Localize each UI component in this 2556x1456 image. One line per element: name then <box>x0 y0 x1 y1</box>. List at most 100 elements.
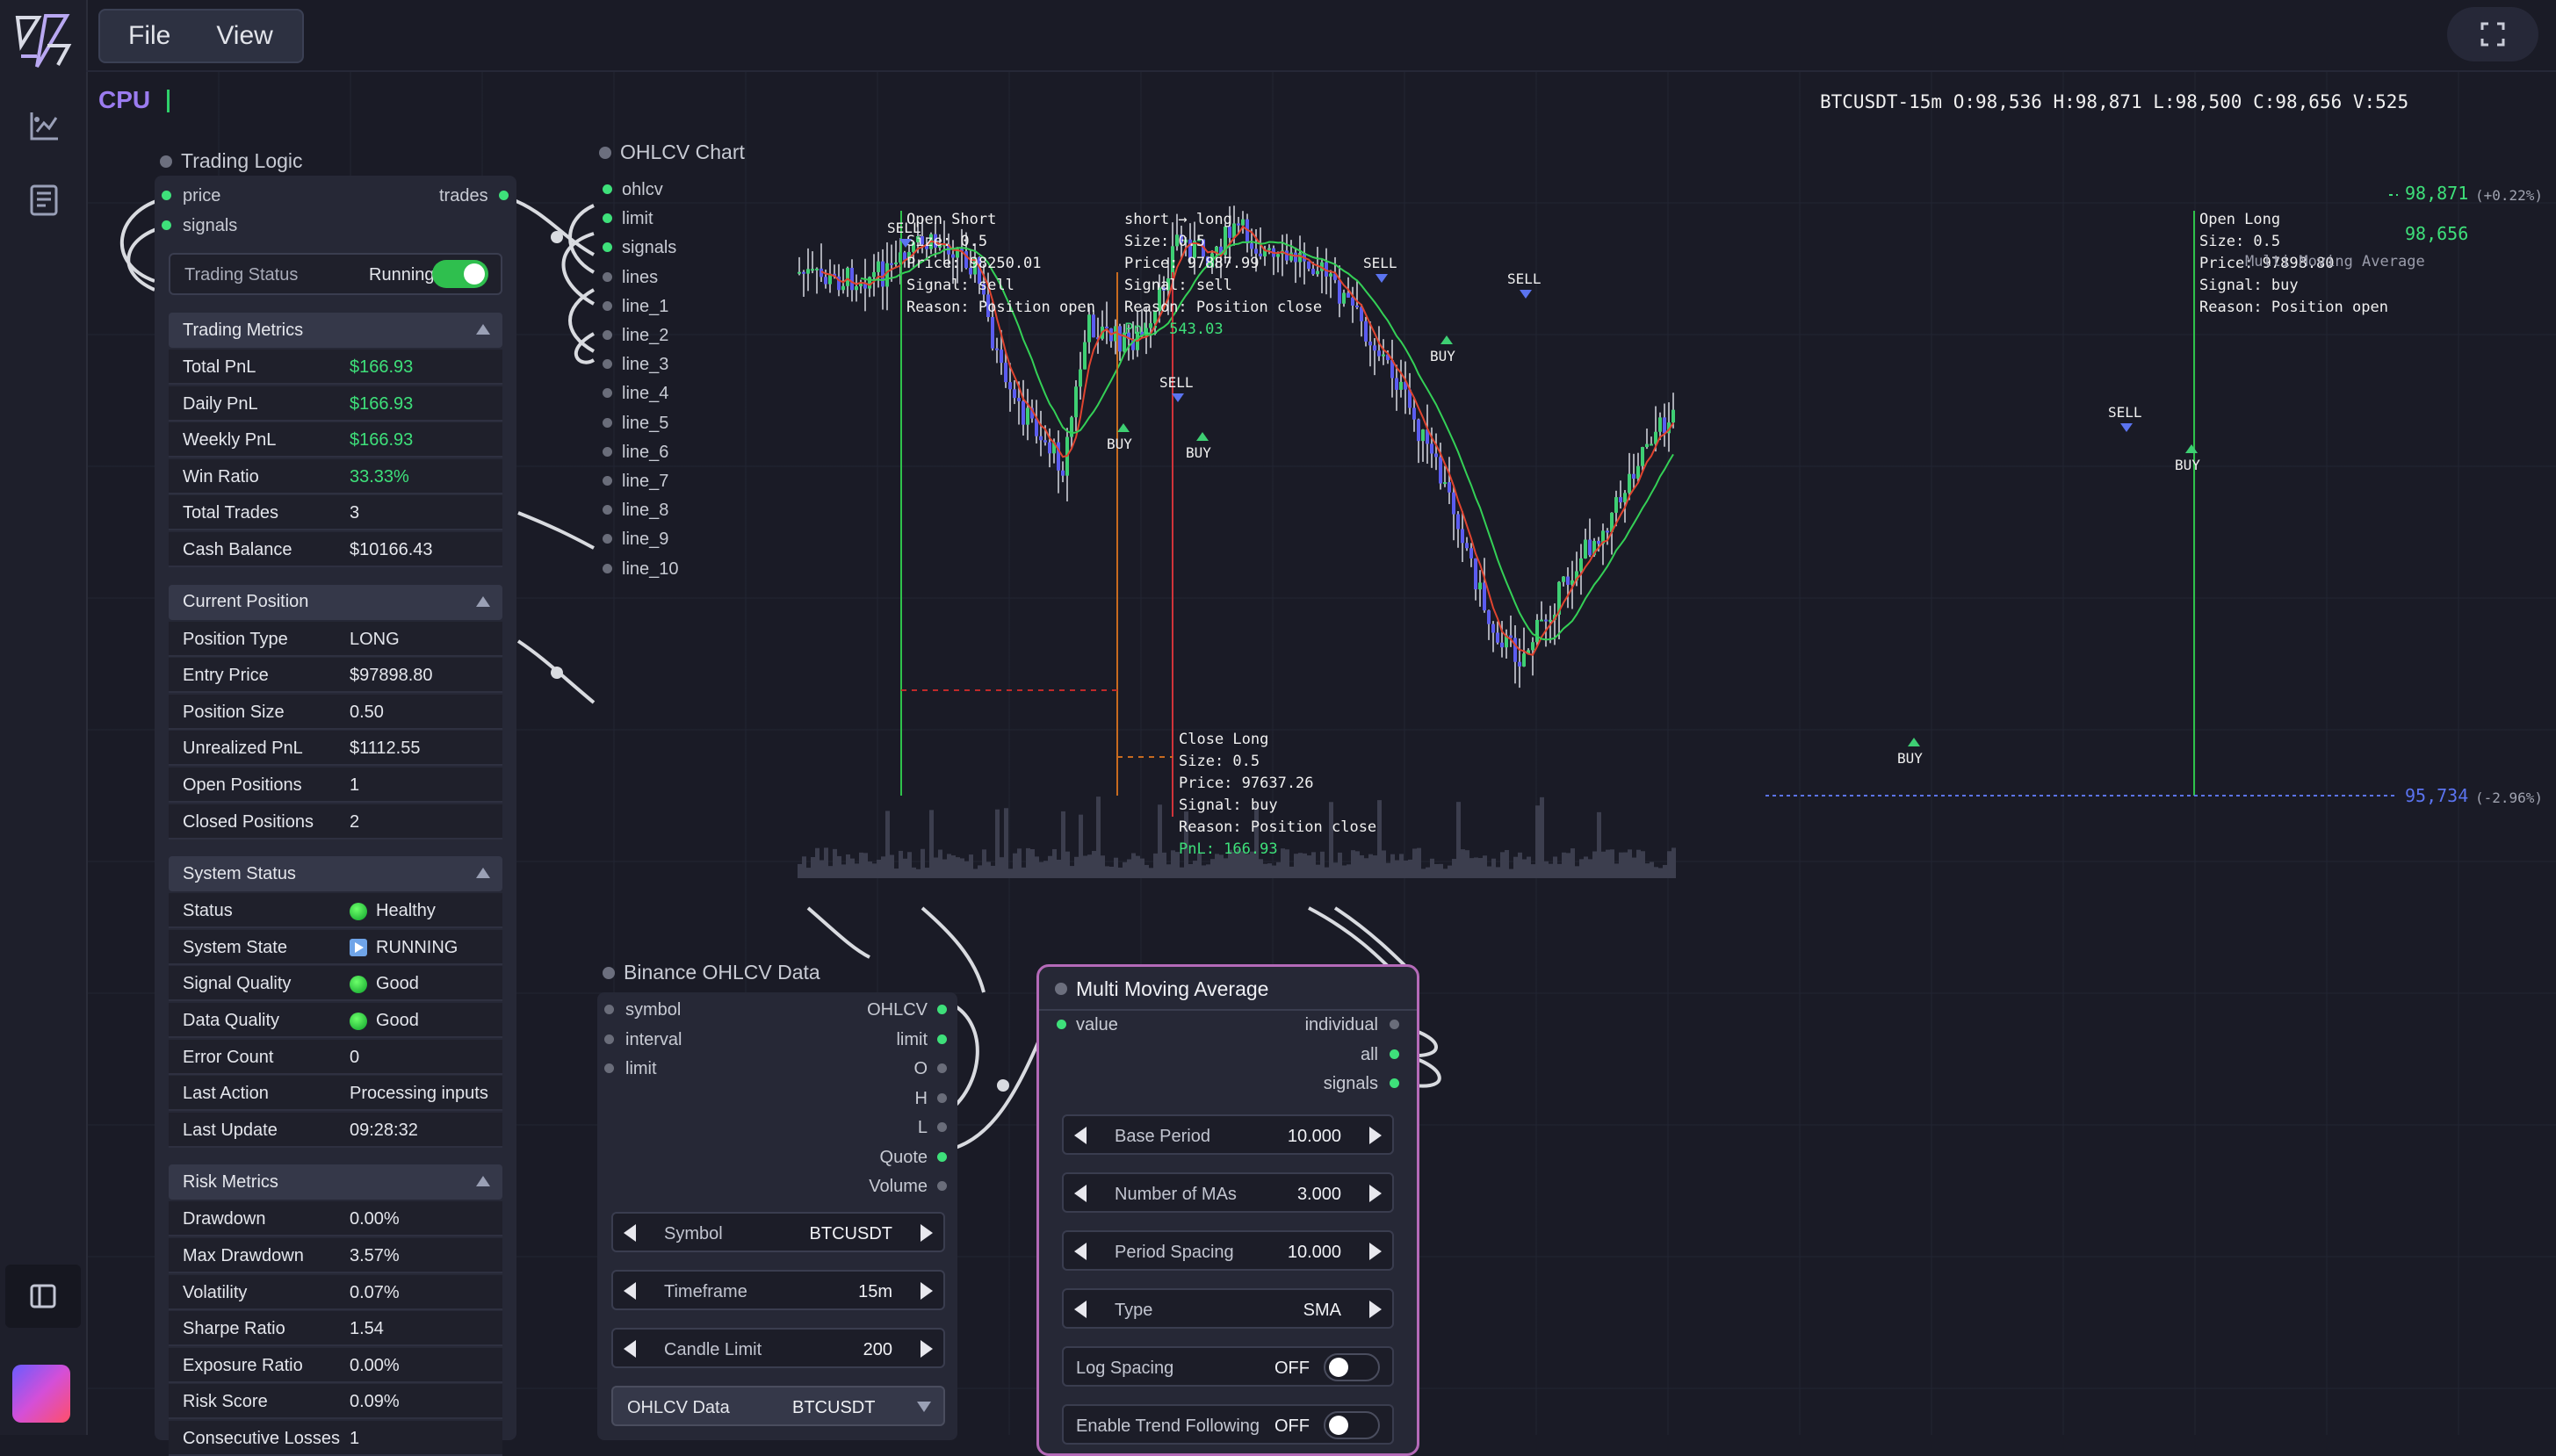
output-port-trades[interactable] <box>499 191 509 200</box>
chevron-right-icon[interactable] <box>1369 1127 1382 1144</box>
menu-view[interactable]: View <box>216 21 273 50</box>
chevron-down-icon[interactable] <box>917 1402 931 1412</box>
chevron-right-icon[interactable] <box>1369 1185 1382 1202</box>
chevron-left-icon[interactable] <box>624 1282 636 1300</box>
input-port-symbol[interactable] <box>604 1005 614 1014</box>
candle-body <box>1096 337 1100 340</box>
volume-bar <box>1483 855 1487 878</box>
input-port-value[interactable] <box>1057 1020 1066 1029</box>
chart-input-port[interactable] <box>603 242 612 253</box>
sidebar-toggle-button[interactable] <box>5 1265 81 1328</box>
chart-input-port[interactable] <box>603 563 612 573</box>
volume-bar <box>863 853 868 878</box>
chart-nodes-icon[interactable] <box>26 109 61 144</box>
input-port-limit[interactable] <box>604 1063 614 1073</box>
chart-input-port[interactable] <box>603 300 612 311</box>
section-header[interactable]: Risk Metrics <box>169 1164 502 1200</box>
input-port-price[interactable] <box>162 191 171 200</box>
volume-bar <box>1650 861 1654 878</box>
number-of-mas-stepper[interactable]: Number of MAs 3.000 <box>1062 1172 1394 1213</box>
binance-title[interactable]: Binance OHLCV Data <box>603 961 820 984</box>
volume-bar <box>938 849 942 878</box>
input-port-signals[interactable] <box>162 220 171 230</box>
period-spacing-stepper[interactable]: Period Spacing 10.000 <box>1062 1230 1394 1271</box>
chevron-left-icon[interactable] <box>1074 1243 1087 1260</box>
section-header[interactable]: Trading Metrics <box>169 313 502 348</box>
chart-input-port[interactable] <box>603 213 612 224</box>
fullscreen-button[interactable] <box>2447 7 2538 61</box>
symbol-stepper[interactable]: Symbol BTCUSDT <box>611 1212 945 1252</box>
user-avatar[interactable] <box>12 1365 70 1423</box>
log-spacing-toggle[interactable] <box>1324 1353 1380 1381</box>
metric-label: Sharpe Ratio <box>183 1319 285 1339</box>
volume-bar <box>925 868 929 878</box>
output-port[interactable] <box>937 1122 947 1132</box>
app-logo-icon[interactable] <box>12 11 74 72</box>
output-port-signals[interactable] <box>1390 1078 1399 1088</box>
input-port-interval[interactable] <box>604 1034 614 1044</box>
chevron-left-icon[interactable] <box>1074 1301 1087 1318</box>
ohlcv-chart-title[interactable]: OHLCV Chart <box>599 141 745 164</box>
chart-input-port[interactable] <box>603 184 612 194</box>
sell-signal-label: SELL <box>1507 270 1542 287</box>
collapse-icon[interactable] <box>476 324 490 335</box>
chevron-left-icon[interactable] <box>624 1224 636 1242</box>
output-port[interactable] <box>937 1034 947 1044</box>
collapse-icon[interactable] <box>476 868 490 879</box>
output-port-individual[interactable] <box>1390 1020 1399 1029</box>
chart-input-port[interactable] <box>603 388 612 399</box>
collapse-icon[interactable] <box>476 1176 490 1187</box>
output-port[interactable] <box>937 1092 947 1103</box>
document-icon[interactable] <box>26 183 61 218</box>
chart-input-port[interactable] <box>603 446 612 457</box>
multi-moving-average-node[interactable]: Multi Moving Average value individual al… <box>1036 964 1419 1456</box>
metric-label: Last Action <box>183 1084 269 1104</box>
timeframe-stepper[interactable]: Timeframe 15m <box>611 1270 945 1310</box>
chart-input-port[interactable] <box>603 330 612 340</box>
candle-body <box>938 245 942 248</box>
chevron-right-icon[interactable] <box>1369 1243 1382 1260</box>
ohlcv-data-select[interactable]: OHLCV Data BTCUSDT <box>611 1386 945 1426</box>
chart-input-port[interactable] <box>603 505 612 515</box>
candle-body <box>907 251 911 261</box>
candle-body <box>1114 326 1117 342</box>
output-port[interactable] <box>937 1063 947 1073</box>
trading-status-toggle[interactable] <box>432 260 488 288</box>
base-period-stepper[interactable]: Base Period 10.000 <box>1062 1114 1394 1155</box>
section-header[interactable]: Current Position <box>169 584 502 620</box>
output-port[interactable] <box>937 1151 947 1162</box>
chevron-left-icon[interactable] <box>624 1340 636 1358</box>
output-port-all[interactable] <box>1390 1049 1399 1059</box>
trading-logic-title[interactable]: Trading Logic <box>160 149 303 173</box>
volume-bar <box>815 847 820 878</box>
chevron-right-icon[interactable] <box>921 1282 933 1300</box>
chevron-left-icon[interactable] <box>1074 1185 1087 1202</box>
collapse-icon[interactable] <box>476 595 490 607</box>
volume-bar <box>1043 861 1048 878</box>
section-header[interactable]: System Status <box>169 856 502 892</box>
chart-input-port[interactable] <box>603 271 612 282</box>
chart-input-port[interactable] <box>603 359 612 370</box>
binance-ohlcv-node[interactable]: symbol interval limit OHLCV limit O H L Quote… <box>597 992 957 1440</box>
menu-file[interactable]: File <box>128 21 171 50</box>
trend-following-toggle[interactable] <box>1324 1411 1380 1439</box>
chart-input-port[interactable] <box>603 534 612 544</box>
chevron-right-icon[interactable] <box>1369 1301 1382 1318</box>
metric-row: Entry Price $97898.80 <box>169 658 502 694</box>
candle-limit-stepper[interactable]: Candle Limit 200 <box>611 1328 945 1368</box>
cpu-label: CPU <box>98 86 151 113</box>
mma-title[interactable]: Multi Moving Average <box>1076 977 1269 1000</box>
chart-input-port[interactable] <box>603 417 612 428</box>
candle-body <box>903 252 906 261</box>
output-port[interactable] <box>937 1181 947 1191</box>
ohlcv-candlestick-chart[interactable] <box>588 132 2398 905</box>
chevron-left-icon[interactable] <box>1074 1127 1087 1144</box>
type-stepper[interactable]: Type SMA <box>1062 1288 1394 1329</box>
metric-value: $97898.80 <box>350 666 433 686</box>
trading-logic-node[interactable]: price signals trades Trading Status Runn… <box>155 176 516 1456</box>
chart-input-port[interactable] <box>603 476 612 486</box>
chevron-right-icon[interactable] <box>921 1224 933 1242</box>
output-port[interactable] <box>937 1005 947 1014</box>
buy-arrow-icon <box>1196 432 1209 441</box>
chevron-right-icon[interactable] <box>921 1340 933 1358</box>
